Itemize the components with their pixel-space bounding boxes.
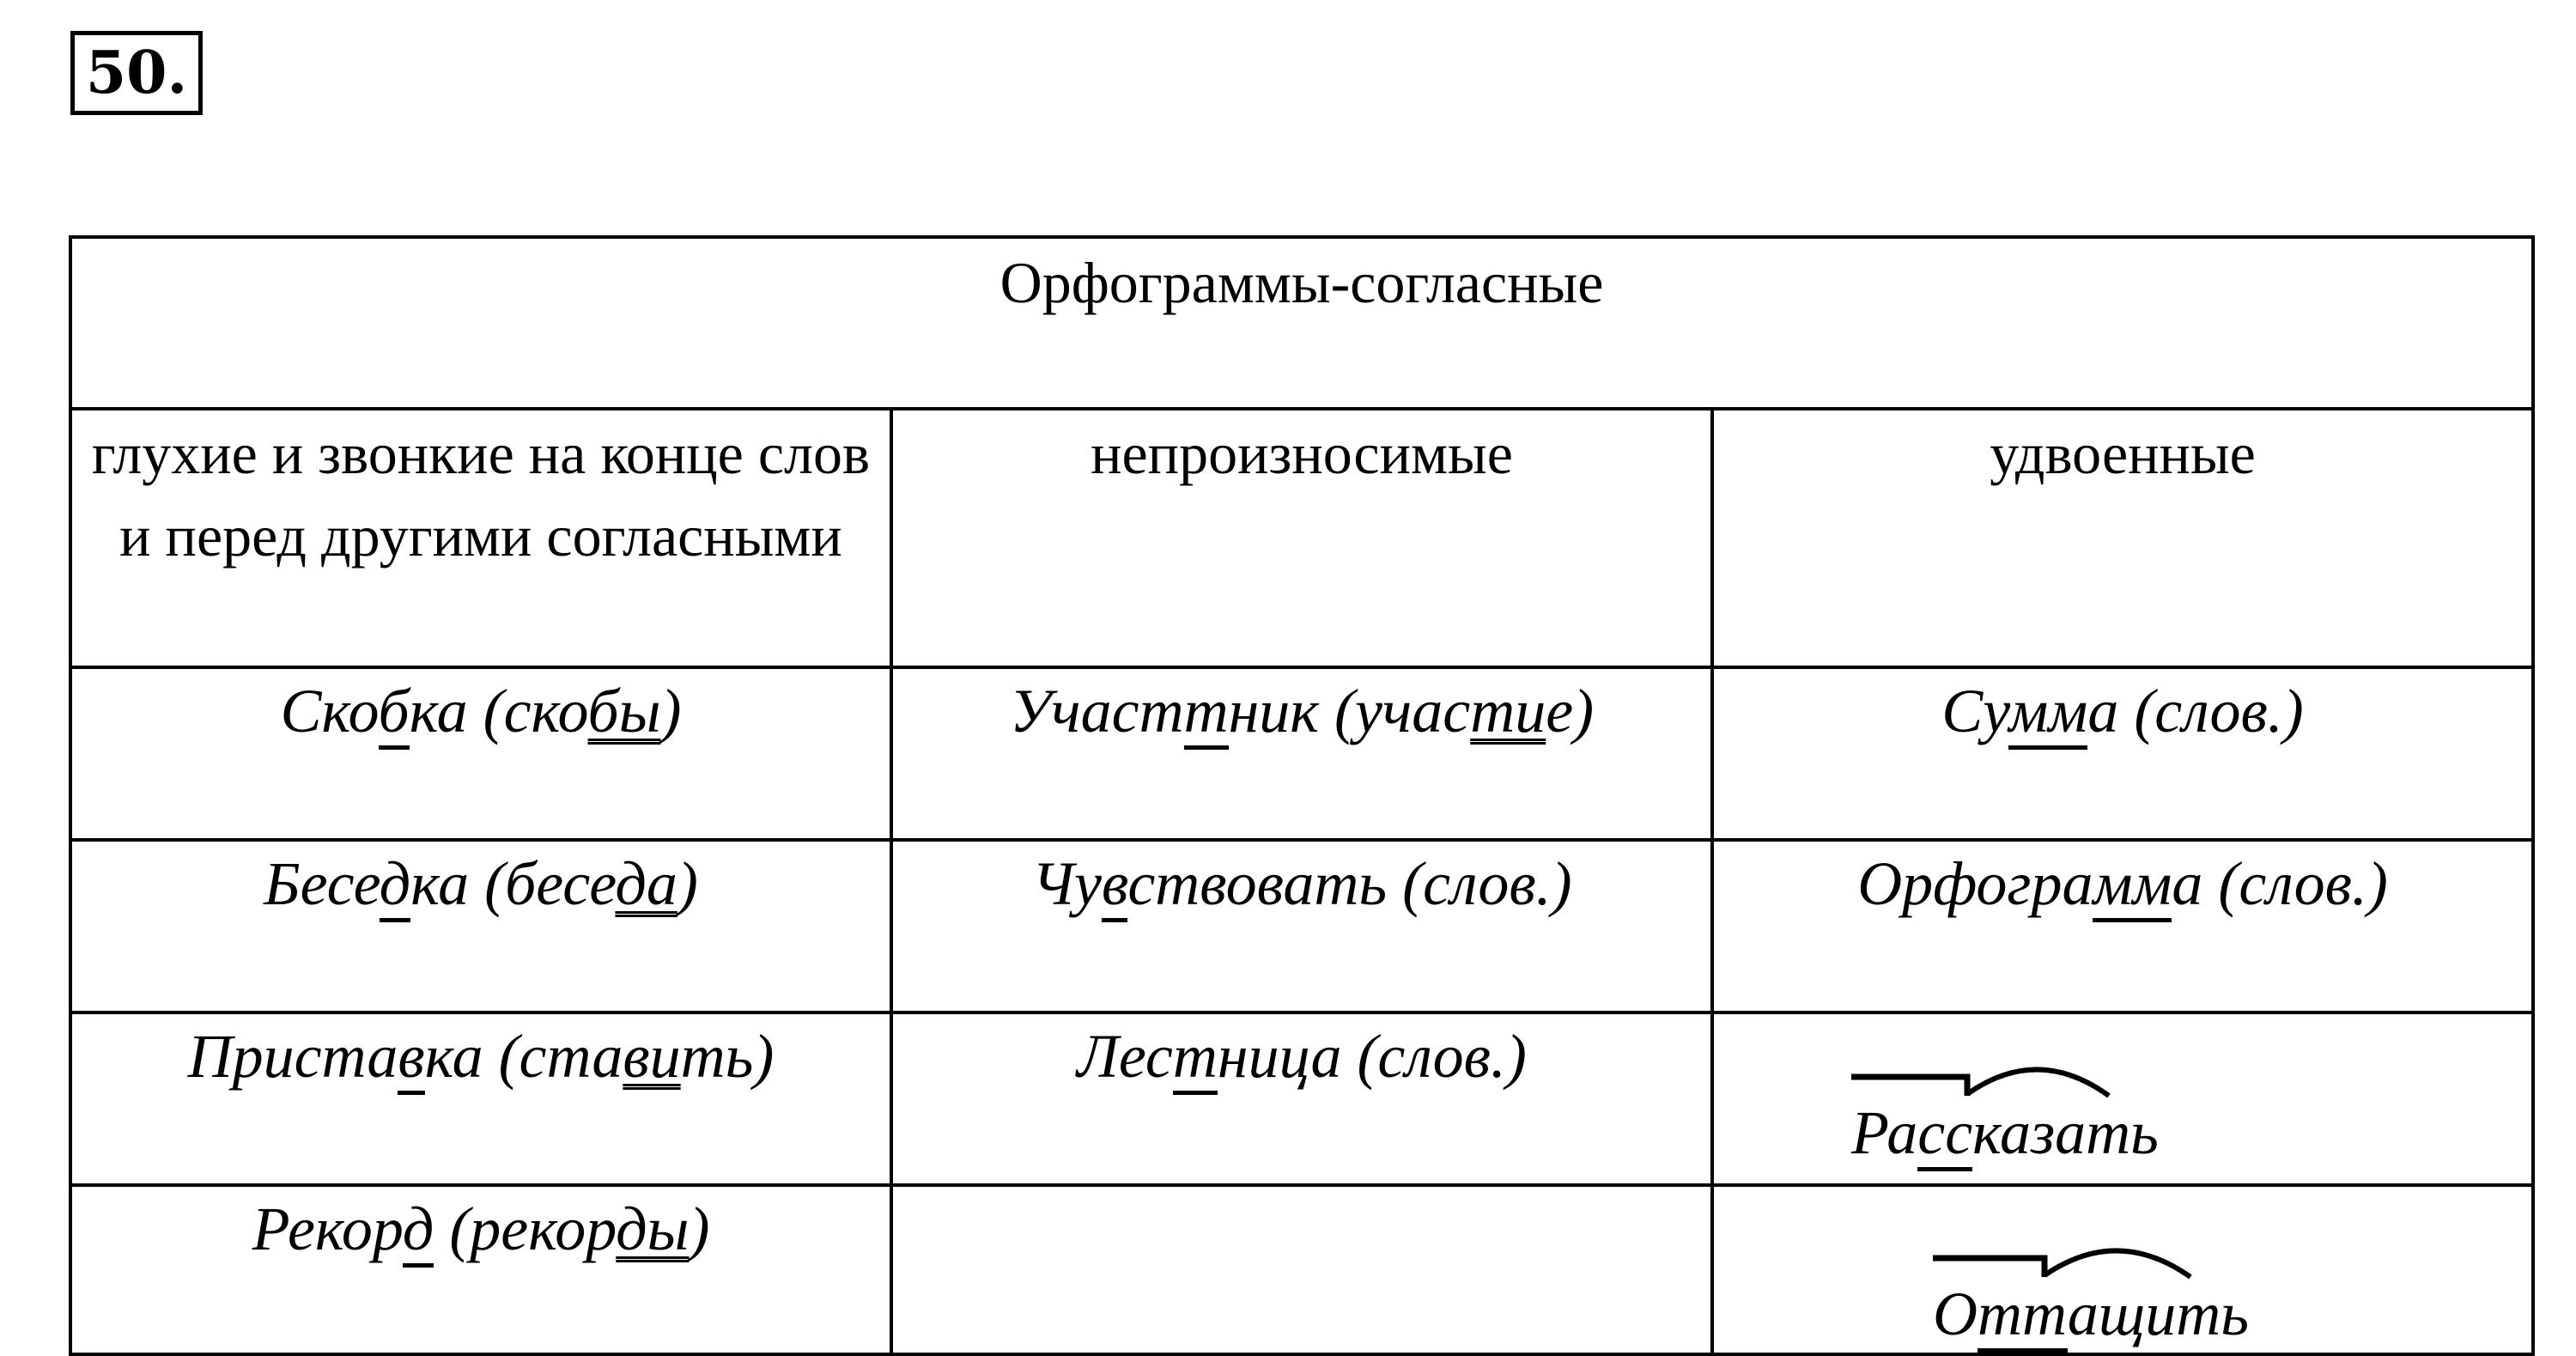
underlined-letters: ви	[623, 1022, 681, 1091]
root-arc-mark	[2043, 1248, 2192, 1280]
table-cell: Чувствовать (слов.)	[890, 838, 1714, 1014]
table-row: Скобка (скобы) Участтник (участие) Сумма (…	[69, 666, 2535, 842]
underlined-letters: д	[379, 849, 411, 922]
column-header-voiced-voiceless: глухие и звонкие на конце слов и перед д…	[69, 407, 893, 669]
exercise-number: 50.	[70, 31, 203, 115]
underlined-letters: т	[1172, 1022, 1218, 1095]
table-row: Беседка (беседа) Чувствовать (слов.) Орфог…	[69, 838, 2535, 1014]
word-part: Бесе	[264, 849, 380, 918]
word-part: ть)	[680, 1022, 775, 1091]
word-part: Рекор	[252, 1195, 403, 1263]
morpheme-parsed-word: Рассказать	[1851, 1067, 2159, 1171]
word-part: Лес	[1077, 1022, 1173, 1091]
prefix-root-marks	[1933, 1248, 2192, 1280]
word-part: )	[689, 1195, 710, 1263]
spelling-table: Орфограммы-согласные глухие и звонкие на…	[69, 235, 2535, 1356]
word-part: ка (ста	[424, 1022, 623, 1091]
word-part: )	[660, 677, 682, 745]
underlined-letters: д	[402, 1195, 434, 1268]
underlined-letters: мм	[2008, 677, 2088, 750]
underlined-letters: т	[1183, 677, 1229, 750]
word-part: ница (слов.)	[1217, 1022, 1527, 1091]
column-header-double: удвоенные	[1710, 407, 2535, 669]
table-cell: Оттащить	[1710, 1183, 2535, 1356]
word-part: Ра	[1851, 1098, 1918, 1167]
underlined-letters: б	[378, 677, 410, 750]
table-title: Орфограммы-согласные	[69, 235, 2535, 410]
word-part: Приста	[187, 1022, 398, 1091]
underlined-letters: сс	[1917, 1098, 1973, 1171]
word-part: Чу	[1031, 849, 1103, 918]
underlined-letters: в	[398, 1022, 425, 1095]
underlined-letters: бы	[587, 677, 661, 745]
prefix-mark	[1933, 1255, 2048, 1277]
word-part: ствовать (слов.)	[1127, 849, 1572, 918]
table-cell: Орфограмма (слов.)	[1710, 838, 2535, 1014]
word-part: Су	[1941, 677, 2009, 745]
underlined-letters: ти	[1470, 677, 1546, 745]
prefix-mark	[1851, 1073, 1971, 1096]
word-part: ка (бесе	[410, 849, 616, 918]
morpheme-parsed-word: Оттащить	[1933, 1248, 2249, 1353]
table-cell: Лестница (слов.)	[890, 1011, 1714, 1187]
word-part: Участ	[1009, 677, 1184, 745]
word-part: казать	[1972, 1098, 2159, 1167]
table-cell: Рекорд (рекорды)	[69, 1183, 893, 1356]
table-cell: Участтник (участие)	[890, 666, 1714, 842]
column-header-unpronounceable: непроизносимые	[890, 407, 1714, 669]
prefix-root-marks	[1851, 1067, 2111, 1098]
underlined-letters: ды	[616, 1195, 690, 1263]
underlined-letters: тт	[1978, 1280, 2068, 1353]
word-part: а (слов.)	[2172, 849, 2388, 918]
table-row: Приставка (ставить) Лестница (слов.) Расск…	[69, 1011, 2535, 1187]
underlined-letters: да	[615, 849, 677, 918]
underlined-letters: в	[1102, 849, 1128, 922]
word-part: ащить	[2067, 1280, 2249, 1348]
word-part: О	[1933, 1280, 1978, 1348]
word-part: ник (учас	[1228, 677, 1471, 745]
word-part: )	[677, 849, 698, 918]
word-part: (рекор	[434, 1195, 617, 1263]
root-arc-mark	[1965, 1067, 2111, 1098]
table-row: Рекорд (рекорды) Оттащить	[69, 1183, 2535, 1356]
word-part: а (слов.)	[2087, 677, 2304, 745]
word-part: Орфогра	[1857, 849, 2093, 918]
word-part: е)	[1546, 677, 1595, 745]
table-cell: Беседка (беседа)	[69, 838, 893, 1014]
table-cell: Скобка (скобы)	[69, 666, 893, 842]
table-cell	[890, 1183, 1714, 1356]
table-cell: Сумма (слов.)	[1710, 666, 2535, 842]
table-cell: Приставка (ставить)	[69, 1011, 893, 1187]
table-cell: Рассказать	[1710, 1011, 2535, 1187]
word-part: Ско	[280, 677, 379, 745]
underlined-letters: мм	[2093, 849, 2172, 922]
word-part: ка (ско	[409, 677, 588, 745]
